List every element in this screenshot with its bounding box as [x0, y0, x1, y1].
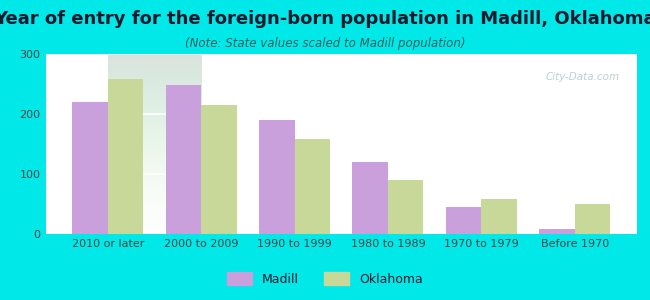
- Legend: Madill, Oklahoma: Madill, Oklahoma: [222, 267, 428, 291]
- Bar: [388, 180, 423, 234]
- Bar: [108, 79, 144, 234]
- Bar: [72, 102, 108, 234]
- Bar: [575, 204, 610, 234]
- Bar: [259, 120, 294, 234]
- Bar: [202, 105, 237, 234]
- Text: (Note: State values scaled to Madill population): (Note: State values scaled to Madill pop…: [185, 38, 465, 50]
- Bar: [481, 199, 517, 234]
- Bar: [294, 139, 330, 234]
- Bar: [539, 229, 575, 234]
- Text: Year of entry for the foreign-born population in Madill, Oklahoma: Year of entry for the foreign-born popul…: [0, 11, 650, 28]
- Bar: [446, 207, 481, 234]
- Bar: [352, 162, 388, 234]
- Text: City-Data.com: City-Data.com: [545, 72, 619, 82]
- Bar: [166, 85, 202, 234]
